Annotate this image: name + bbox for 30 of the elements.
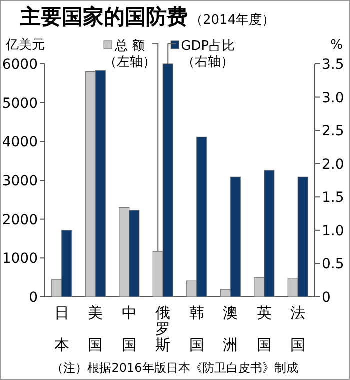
x-tick-label: 澳洲 [223, 304, 238, 354]
y2-tick-label: 0 [322, 290, 331, 306]
y2-tick-label: 2.0 [322, 156, 344, 173]
y-tick-label: 1000 [2, 251, 38, 268]
y2-tick-label: 1.0 [322, 223, 344, 240]
y-tick-label: 2000 [2, 212, 38, 228]
y-tick-label: 0 [29, 290, 38, 306]
y-tick-label: 4000 [2, 134, 38, 151]
x-tick-label: 俄罗斯 [156, 304, 171, 354]
chart-subtitle: （2014年度） [190, 12, 276, 28]
chart-title: 主要国家的国防费 [19, 5, 188, 29]
x-tick-label: 韩国 [189, 304, 204, 354]
legend-label: GDP占比（右轴） [181, 39, 236, 70]
y-tick-label: 5000 [2, 96, 38, 112]
y2-tick-label: 2.5 [322, 124, 344, 140]
y2-tick-label: 3.5 [322, 57, 344, 73]
x-tick-label: 法国 [290, 304, 306, 354]
y-tick-label: 6000 [2, 57, 38, 73]
x-tick-label: 日本 [54, 304, 70, 354]
x-tick-label: 英国 [256, 304, 272, 354]
text: （注）根据2016年版日本《防卫白皮书》制成 [52, 361, 298, 375]
y-axis-title: 亿美元 [5, 37, 45, 53]
y-tick-label: 3000 [2, 174, 38, 190]
y2-tick-label: 1.5 [322, 190, 344, 206]
y2-tick-label: 3.0 [322, 90, 344, 106]
x-tick-label: 中国 [122, 304, 137, 354]
y2-tick-label: 0.5 [322, 256, 344, 273]
x-tick-label: 美国 [88, 304, 104, 354]
legend-label: 总 额（左轴） [104, 39, 156, 70]
y2-axis-title: % [330, 38, 343, 53]
